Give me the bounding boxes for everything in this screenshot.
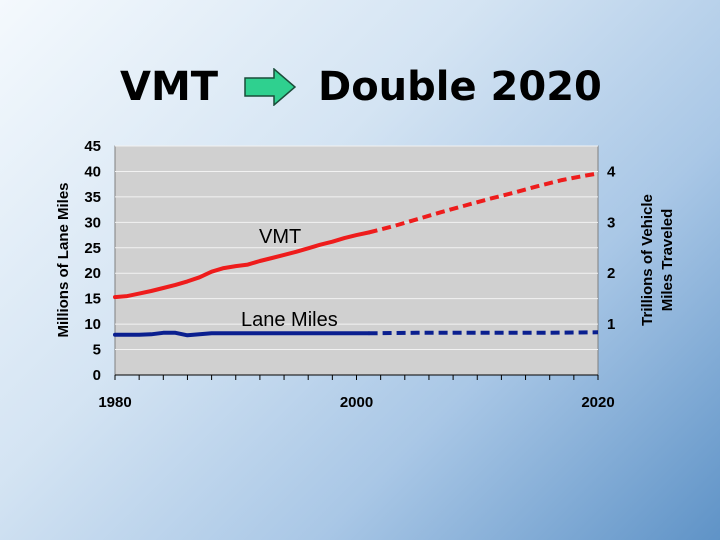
series-line-vmt-actual: [113, 230, 371, 300]
y-tick-label-25: 25: [84, 240, 101, 257]
y-tick-label-15: 15: [84, 291, 101, 308]
grid: [115, 145, 598, 351]
title-double-2020: Double 2020: [318, 64, 602, 110]
series-lines: [113, 171, 599, 338]
series-label-lane-miles: Lane Miles: [241, 309, 338, 331]
y-tick-label-10: 10: [84, 316, 101, 333]
y-tick-label-40: 40: [84, 163, 101, 180]
y2-tick-label-3: 3: [607, 214, 615, 231]
plot-area: [114, 145, 599, 376]
series-line-lane-miles-actual: [113, 330, 371, 338]
x-tick-label-2020: 2020: [581, 394, 614, 411]
y-tick-label-30: 30: [84, 214, 101, 231]
y2-tick-label-1: 1: [607, 316, 615, 333]
y-tick-label-5: 5: [93, 342, 101, 359]
y-axis-title: Millions of Lane Miles: [55, 182, 72, 337]
right-arrow-icon: [244, 68, 296, 106]
series-label-vmt: VMT: [259, 226, 301, 248]
x-axis-ticks: [114, 374, 599, 380]
y-tick-label-0: 0: [93, 367, 101, 384]
x-axis-labels: 1980 2000 2020: [98, 394, 614, 411]
y2-axis-labels: 1 2 3 4: [607, 163, 616, 333]
x-tick-label-1980: 1980: [98, 394, 131, 411]
y-tick-label-20: 20: [84, 265, 101, 282]
y-axis-labels: 0 5 10 15 20 25 30 35 40 45: [84, 138, 101, 384]
x-tick-label-2000: 2000: [340, 394, 373, 411]
y2-tick-label-4: 4: [607, 163, 616, 180]
y-tick-label-35: 35: [84, 189, 101, 206]
slide-title: VMT Double 2020: [0, 62, 720, 112]
y-tick-label-45: 45: [84, 138, 101, 155]
y2-axis-title-line1: Trillions of Vehicle: [639, 194, 656, 326]
title-vmt: VMT: [120, 64, 219, 110]
y2-axis-title-line2: Miles Traveled: [659, 209, 676, 312]
series-line-lane-miles-projected: [368, 330, 599, 336]
y2-tick-label-2: 2: [607, 265, 615, 282]
